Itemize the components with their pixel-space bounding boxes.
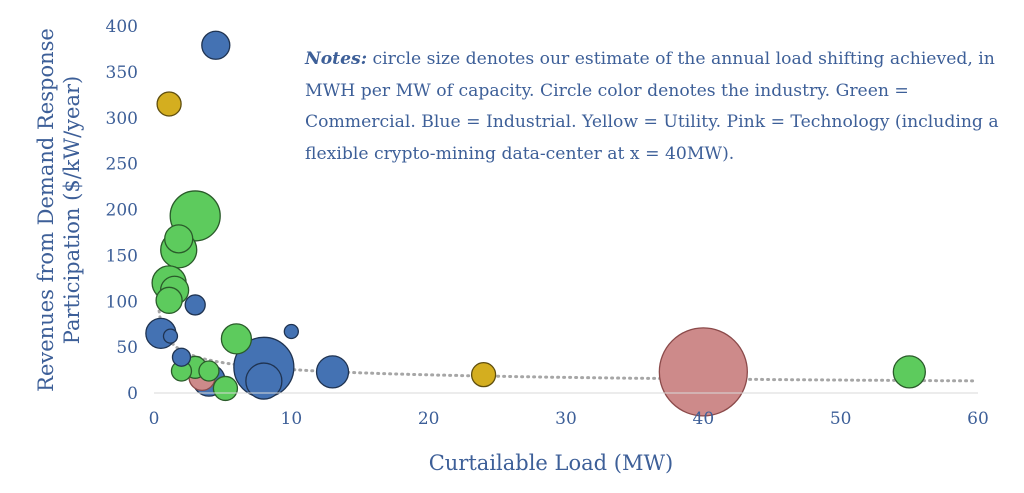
- bubble-industrial: [315, 355, 350, 389]
- bubble-commercial: [892, 355, 926, 389]
- x-tick-label: 20: [418, 409, 440, 429]
- bubble-commercial: [220, 323, 253, 355]
- y-tick-label: 200: [106, 201, 138, 221]
- bubble-industrial: [245, 362, 283, 400]
- x-axis-title: Curtailable Load (MW): [429, 451, 674, 475]
- x-tick-label: 30: [555, 409, 577, 429]
- y-tick-labels: 0 50 100 150 200 250 300 350 400: [106, 17, 138, 404]
- y-axis-title-line-1: Revenues from Demand Response: [34, 28, 58, 392]
- notes-text: circle size denotes our estimate of the …: [305, 49, 999, 164]
- bubble-commercial: [164, 224, 194, 254]
- bubble-layer: [145, 30, 926, 417]
- y-axis-title-line-2: Participation ($/kW/year): [60, 76, 84, 344]
- x-tick-label: 0: [149, 409, 160, 429]
- bubble-industrial: [162, 328, 179, 344]
- x-tick-label: 40: [693, 409, 715, 429]
- x-tick-label: 10: [281, 409, 303, 429]
- x-tick-label: 50: [830, 409, 852, 429]
- y-tick-label: 250: [106, 155, 138, 175]
- bubble-technology: [658, 327, 748, 417]
- x-tick-labels: 0 10 20 30 40 50 60: [149, 409, 989, 429]
- bubble-commercial: [212, 375, 239, 402]
- y-tick-label: 400: [106, 17, 138, 37]
- y-tick-label: 50: [116, 338, 138, 358]
- bubble-industrial: [201, 30, 231, 60]
- bubble-industrial: [283, 323, 299, 340]
- y-tick-label: 350: [106, 63, 138, 83]
- x-tick-label: 60: [967, 409, 989, 429]
- bubble-utility: [156, 91, 182, 117]
- bubble-utility: [470, 361, 497, 388]
- bubble-industrial: [184, 294, 206, 316]
- notes-label: Notes:: [305, 49, 368, 69]
- bubble-industrial: [171, 347, 192, 367]
- notes-annotation: Notes: circle size denotes our estimate …: [305, 44, 1005, 170]
- y-tick-label: 300: [106, 109, 138, 129]
- y-tick-label: 100: [106, 292, 138, 312]
- bubble-commercial: [155, 286, 183, 314]
- bubble-commercial: [198, 360, 220, 382]
- y-tick-label: 150: [106, 246, 138, 266]
- y-tick-label: 0: [127, 384, 138, 404]
